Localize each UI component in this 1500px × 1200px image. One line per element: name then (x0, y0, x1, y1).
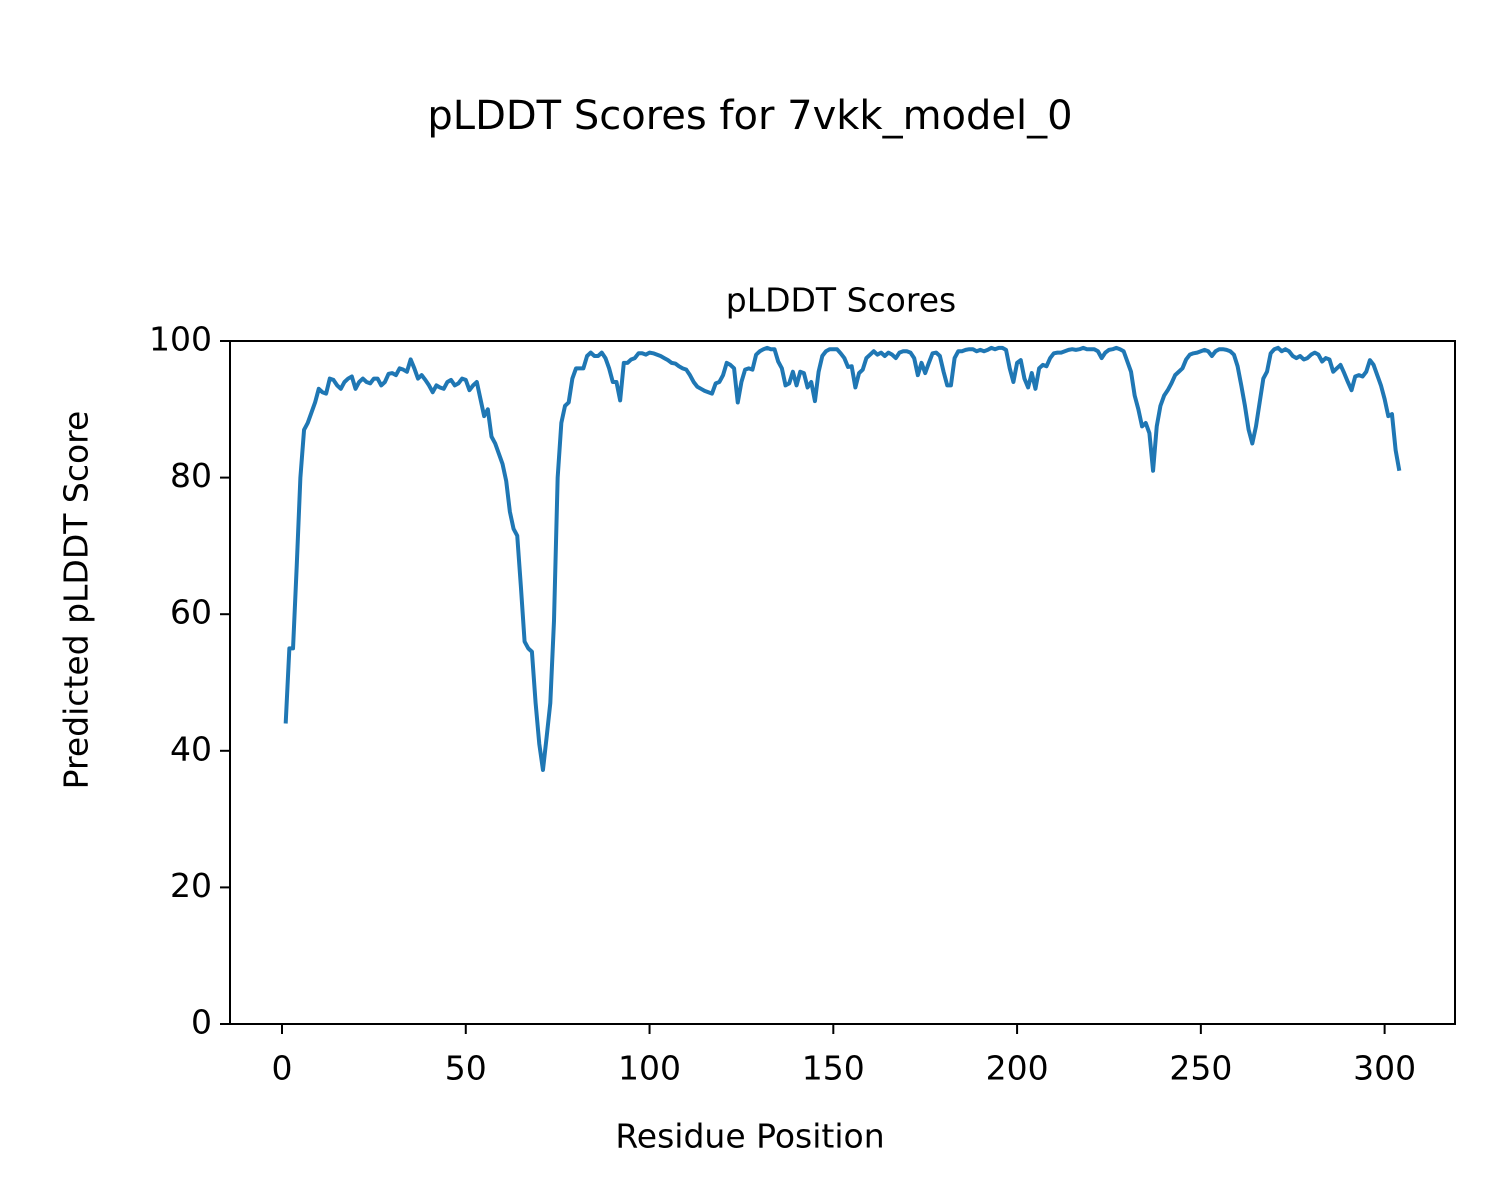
y-tick-label: 0 (191, 1003, 212, 1042)
x-tick-label: 50 (445, 1049, 487, 1088)
chart-title: pLDDT Scores for 7vkk_model_0 (427, 93, 1072, 139)
axes-frame (229, 340, 1456, 1025)
y-tick-label: 100 (149, 320, 212, 359)
y-tick-label: 60 (170, 593, 212, 632)
data-line (283, 345, 1402, 772)
x-tick-label: 300 (1353, 1049, 1416, 1088)
x-tick-label: 150 (802, 1049, 865, 1088)
x-tick-label: 0 (272, 1049, 293, 1088)
x-tick-label: 250 (1169, 1049, 1232, 1088)
axes-title: pLDDT Scores (726, 281, 956, 320)
x-tick-label: 100 (618, 1049, 681, 1088)
y-tick-label: 40 (170, 729, 212, 768)
y-tick-label: 20 (170, 866, 212, 905)
x-axis-label: Residue Position (615, 1117, 884, 1156)
y-tick-label: 80 (170, 456, 212, 495)
y-axis-label: Predicted pLDDT Score (57, 411, 96, 790)
x-tick-label: 200 (986, 1049, 1049, 1088)
